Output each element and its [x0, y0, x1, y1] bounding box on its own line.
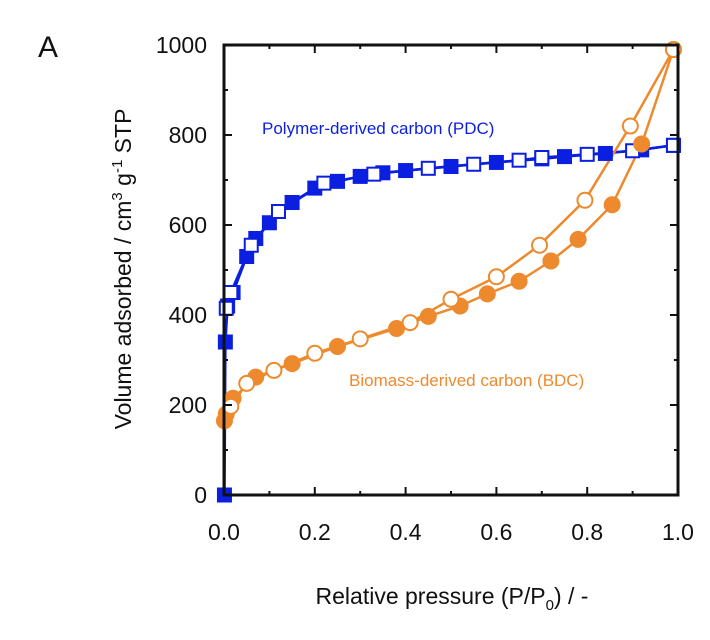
y-axis-title-mid: g [110, 173, 136, 192]
data-point-square [284, 195, 300, 210]
axis-ticks [223, 44, 679, 496]
data-point-square [420, 160, 436, 176]
data-point-circle [569, 230, 587, 248]
data-point-circle [238, 374, 256, 392]
data-point-square [597, 145, 613, 161]
y-tick-label: 200 [169, 392, 207, 418]
data-point-circle [487, 268, 505, 286]
data-point-circle [621, 117, 639, 135]
bdc-series-label: Biomass-derived carbon (BDC) [349, 371, 584, 390]
y-tick-label: 600 [169, 212, 207, 238]
data-point-square [261, 215, 277, 231]
data-point-circle [542, 252, 560, 270]
data-point-circle [478, 285, 496, 303]
y-tick-labels: 0 200 400 600 800 1000 [156, 32, 207, 508]
data-point-square [316, 175, 332, 191]
series-lines [223, 48, 675, 496]
data-point-square [443, 159, 459, 174]
data-point-circle [576, 191, 594, 209]
x-tick-label: 1.0 [662, 519, 694, 545]
data-point-circle [222, 397, 240, 415]
data-point-circle [510, 272, 528, 290]
data-point-circle [633, 135, 651, 153]
x-tick-label: 0.2 [299, 519, 331, 545]
data-point-circle [419, 307, 437, 325]
x-tick-label: 0.4 [390, 519, 422, 545]
data-point-square [366, 166, 382, 182]
data-point-square [352, 168, 368, 184]
data-point-square [579, 146, 595, 162]
pdc-series-label: Polymer-derived carbon (PDC) [262, 119, 494, 138]
data-point-square [511, 152, 527, 168]
data-point-square [398, 163, 414, 179]
x-tick-label: 0.8 [571, 519, 603, 545]
data-point-circle [351, 330, 369, 348]
series-markers [215, 41, 682, 503]
x-axis-title: Relative pressure (P/P0) / - [316, 583, 589, 614]
plot-frame [222, 43, 680, 497]
data-point-square [488, 154, 504, 170]
y-axis-title: Volume adsorbed / cm3 g-1 STP [109, 109, 136, 430]
data-point-square [223, 285, 239, 300]
x-axis-title-main: Relative pressure (P/P [316, 583, 546, 609]
y-axis-title-sup2: -1 [109, 160, 126, 173]
y-tick-label: 400 [169, 302, 207, 328]
x-tick-labels: 0.0 0.2 0.4 0.6 0.8 1.0 [208, 519, 694, 545]
y-tick-label: 800 [169, 122, 207, 148]
y-axis-title-tail: STP [110, 109, 136, 160]
x-tick-label: 0.0 [208, 519, 240, 545]
data-point-circle [531, 236, 549, 254]
data-point-circle [265, 361, 283, 379]
data-point-circle [401, 314, 419, 332]
y-tick-label: 0 [194, 482, 207, 508]
data-point-circle [603, 196, 621, 214]
data-point-circle [442, 290, 460, 308]
data-point-square [557, 149, 572, 165]
data-point-square [466, 156, 482, 172]
panel-letter: A [38, 31, 58, 64]
data-point-square [534, 150, 550, 165]
x-axis-title-subscript: 0 [546, 597, 554, 614]
data-point-square [330, 173, 345, 189]
data-point-circle [329, 338, 346, 355]
series-line [229, 48, 675, 408]
x-axis-title-tail: ) / - [554, 583, 589, 609]
x-tick-label: 0.6 [480, 519, 512, 545]
data-point-square [243, 237, 259, 253]
y-tick-label: 1000 [156, 32, 207, 58]
data-point-circle [306, 344, 324, 362]
data-point-circle [283, 355, 301, 373]
data-point-square [270, 204, 286, 219]
data-point-square [218, 300, 234, 316]
y-axis-title-main: Volume adsorbed / cm [110, 201, 136, 430]
y-axis-title-sup1: 3 [109, 192, 126, 200]
plot-area [215, 41, 682, 503]
